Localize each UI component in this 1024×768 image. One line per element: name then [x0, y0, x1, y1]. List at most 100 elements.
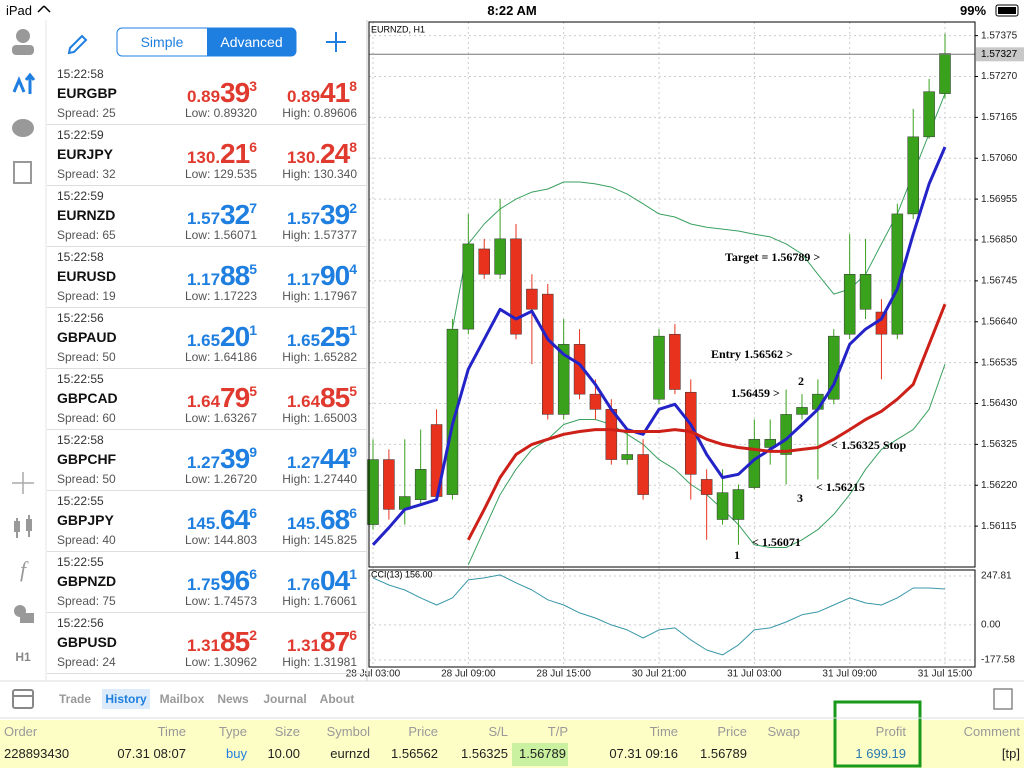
- quote-row[interactable]: 15:22:58 EURUSD Spread: 19 1.17885 Low: 1.17…: [47, 246, 367, 308]
- tab[interactable]: News: [217, 692, 249, 706]
- quote-row[interactable]: 15:22:55 GBPCAD Spread: 60 1.64795 Low: 1.63…: [47, 368, 367, 430]
- x-tick-label: 31 Jul 15:00: [918, 669, 973, 680]
- column-header: S/L: [488, 724, 508, 739]
- quote-row[interactable]: 15:22:55 GBPJPY Spread: 40 145.646 Low: 144.…: [47, 490, 367, 552]
- chart-title: EURNZD, H1: [371, 24, 425, 34]
- y-tick-label: 1.57270: [981, 71, 1018, 82]
- ask-price: 145.686: [287, 504, 357, 536]
- y-tick-label: 1.56325: [981, 439, 1018, 450]
- price-part: 145.: [186, 514, 221, 533]
- low-label: Low: 1.30962: [184, 655, 257, 669]
- candle-body: [414, 469, 427, 500]
- table-cell: 1.56789: [700, 746, 747, 761]
- candle-body: [843, 274, 856, 335]
- high-label: High: 1.65003: [282, 411, 357, 425]
- timeframe-label[interactable]: H1: [15, 650, 31, 664]
- price-part: 1.31: [186, 636, 221, 655]
- y-tick-label: 1.56850: [981, 235, 1018, 246]
- tab[interactable]: Trade: [58, 692, 92, 706]
- price-part: 88: [220, 260, 250, 291]
- high-label: High: 1.65282: [282, 350, 357, 364]
- quote-row[interactable]: 15:22:55 GBPNZD Spread: 75 1.75966 Low: 1.74…: [47, 551, 367, 613]
- mode-button[interactable]: Simple: [140, 34, 184, 50]
- add-icon[interactable]: [326, 32, 346, 52]
- y-tick-label: 1.56535: [981, 357, 1018, 368]
- quote-symbol: GBPCAD: [57, 390, 118, 406]
- price-part: 1.27: [286, 453, 321, 472]
- edit-icon[interactable]: [67, 34, 88, 55]
- quote-row[interactable]: 15:22:59 EURJPY Spread: 32 130.216 Low: 129.…: [47, 124, 367, 186]
- candle-body: [526, 288, 538, 310]
- column-header: Symbol: [326, 724, 370, 739]
- price-part: 1.27: [186, 453, 221, 472]
- chat-icon[interactable]: [12, 119, 34, 137]
- tab[interactable]: History: [105, 692, 147, 706]
- y-tick-label: -177.58: [981, 655, 1015, 666]
- indicator-title: CCI(13) 156.00: [371, 569, 433, 579]
- low-label: Low: 1.64186: [184, 350, 257, 364]
- ask-price: 0.89418: [287, 77, 357, 109]
- high-label: High: 1.76061: [282, 594, 357, 608]
- bid-price: 0.89393: [187, 77, 257, 109]
- table-cell: 1.56562: [391, 746, 438, 761]
- price-part: 1.65: [186, 331, 221, 350]
- tab[interactable]: Journal: [263, 692, 307, 706]
- column-header: Comment: [963, 724, 1020, 739]
- quote-row[interactable]: 15:22:58 EURGBP Spread: 25 0.89393 Low: 0.89…: [47, 63, 367, 125]
- tp-highlight: [512, 743, 568, 766]
- crosshair-icon[interactable]: [12, 472, 34, 494]
- price-part: 25: [320, 321, 350, 352]
- tab[interactable]: About: [319, 692, 355, 706]
- price-part: 68: [320, 504, 350, 535]
- price-part: 1.64: [186, 392, 221, 411]
- price-part: 32: [220, 199, 250, 230]
- calendar-icon[interactable]: [12, 689, 34, 709]
- y-tick-label: 1.56640: [981, 316, 1018, 327]
- trade-icon[interactable]: [12, 72, 36, 94]
- column-header: Price: [408, 724, 438, 739]
- column-header: Time: [157, 724, 186, 739]
- quote-row[interactable]: 15:22:59 EURNZD Spread: 65 1.57327 Low: 1.56…: [47, 185, 367, 247]
- quote-row[interactable]: 15:22:56 GBPAUD Spread: 50 1.65201 Low: 1.64…: [47, 307, 367, 369]
- high-label: High: 1.31981: [282, 655, 357, 669]
- table-cell: [tp]: [1001, 746, 1020, 761]
- tab[interactable]: Mailbox: [159, 692, 205, 706]
- table-cell: 1.56789: [519, 746, 566, 761]
- wifi-icon: [37, 5, 51, 13]
- low-label: Low: 1.26720: [184, 472, 257, 486]
- mode-button[interactable]: Advanced: [220, 34, 283, 50]
- layout-icon[interactable]: [993, 688, 1013, 710]
- price-part: 21: [220, 138, 250, 169]
- quote-row[interactable]: 15:22:56 GBPUSD Spread: 24 1.31852 Low: 1.30…: [47, 612, 367, 674]
- bid-price: 130.216: [187, 138, 257, 170]
- annotation: 1.56459 >: [731, 386, 780, 400]
- battery-level: [998, 7, 1016, 14]
- account-icon[interactable]: [16, 29, 30, 43]
- quote-symbol: EURNZD: [57, 207, 116, 223]
- indicators-icon[interactable]: f: [20, 557, 29, 582]
- price-part: 1.31: [286, 636, 321, 655]
- candle-body: [923, 91, 935, 138]
- bid-price: 1.65201: [187, 321, 257, 353]
- moving-average: [371, 146, 947, 546]
- candle-icon-body: [26, 519, 32, 531]
- news-icon[interactable]: [13, 161, 32, 184]
- quote-spread: Spread: 50: [57, 350, 116, 364]
- main-frame: [368, 21, 976, 568]
- quote-time: 15:22:58: [57, 67, 104, 81]
- candle-body: [700, 479, 713, 495]
- quote-spread: Spread: 75: [57, 594, 116, 608]
- price-part: 1.17: [286, 270, 321, 289]
- candle-body: [653, 335, 665, 400]
- candle-body: [716, 492, 729, 520]
- annotation: < 1.56325 Stop: [831, 438, 907, 452]
- candle-body: [510, 238, 522, 335]
- quote-spread: Spread: 19: [57, 289, 116, 303]
- table-cell: 07.31 08:07: [117, 746, 186, 761]
- price-part: 8: [349, 78, 357, 94]
- quote-row[interactable]: 15:22:58 GBPCHF Spread: 50 1.27399 Low: 1.26…: [47, 429, 367, 491]
- quote-symbol: GBPJPY: [57, 512, 114, 528]
- y-tick-label: 1.56115: [981, 521, 1017, 532]
- price-part: 24: [320, 138, 350, 169]
- price-part: 5: [249, 383, 257, 399]
